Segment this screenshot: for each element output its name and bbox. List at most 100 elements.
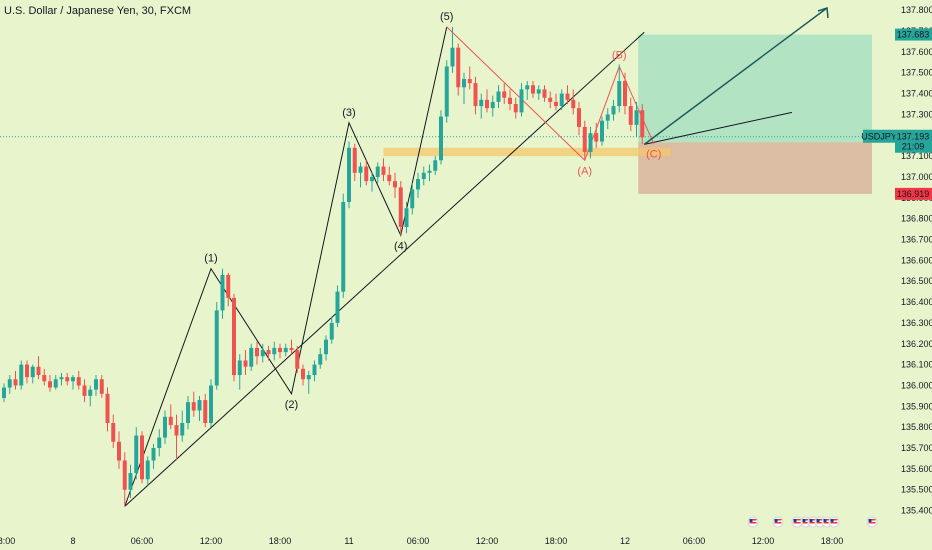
price-tick-label: 137.000 — [901, 172, 932, 182]
candle-body — [433, 160, 438, 171]
time-tick-label: 18:00 — [821, 536, 844, 546]
candle — [36, 356, 41, 380]
candle — [347, 141, 351, 209]
candle — [605, 108, 610, 130]
candle-body — [479, 99, 484, 107]
candle — [617, 64, 622, 113]
candle — [220, 268, 225, 319]
candle-body — [531, 85, 535, 94]
candle — [214, 302, 219, 390]
candle-body — [111, 423, 116, 442]
candle — [577, 101, 581, 136]
candle — [13, 370, 18, 390]
price-badge-text: 137.193 — [897, 132, 930, 142]
us-flag-icon[interactable] — [747, 516, 759, 528]
symbol-badge — [863, 129, 895, 143]
candle-body — [421, 172, 426, 180]
candle-body — [163, 416, 167, 438]
candle-body — [2, 387, 6, 398]
price-tick-label: 135.600 — [901, 464, 932, 474]
candle — [628, 97, 633, 132]
candle — [163, 410, 167, 444]
us-flag-icon[interactable] — [866, 516, 878, 528]
flag-stripe — [793, 519, 801, 521]
flag-canton — [830, 519, 834, 522]
time-tick-label: 12:00 — [200, 536, 223, 546]
candle — [278, 343, 282, 359]
time-tick-label: 12 — [620, 536, 630, 546]
wave-label: (3) — [342, 107, 355, 119]
candle — [467, 66, 472, 90]
candle-body — [341, 201, 346, 292]
candle-body — [473, 83, 478, 107]
flag-stripe — [868, 519, 876, 521]
candle — [301, 364, 305, 386]
time-tick-label: 18:00 — [0, 536, 15, 546]
price-tick-label: 135.700 — [901, 443, 932, 453]
price-tick-label: 135.900 — [901, 401, 932, 411]
candle-body — [289, 347, 294, 351]
trendline-extension — [644, 111, 793, 145]
candle — [71, 375, 75, 390]
candle-body — [462, 78, 466, 88]
candle — [364, 160, 369, 186]
candle — [600, 116, 604, 146]
candle — [508, 89, 512, 111]
candle-body — [548, 97, 553, 102]
candle — [99, 375, 104, 398]
candle — [53, 375, 58, 390]
us-flag-icon[interactable] — [791, 516, 803, 528]
candle — [387, 166, 392, 186]
candle-body — [605, 114, 610, 121]
candles — [2, 26, 645, 507]
price-badge — [895, 129, 932, 153]
candle-body — [65, 377, 70, 382]
wave-label: (C) — [646, 149, 661, 161]
candle-body — [513, 103, 518, 113]
candle — [249, 343, 254, 371]
candle — [536, 85, 541, 100]
candle — [433, 156, 438, 175]
us-flag-icon[interactable] — [772, 516, 784, 528]
candle — [490, 95, 495, 117]
candle-body — [485, 99, 489, 109]
price-tick-label: 136.400 — [901, 297, 932, 307]
price-tick-label: 136.100 — [901, 360, 932, 370]
economic-calendar-icons[interactable] — [747, 516, 878, 528]
flag-canton — [809, 519, 813, 522]
candle-body — [381, 166, 386, 175]
candle — [335, 285, 340, 328]
candle — [203, 393, 208, 428]
us-flag-icon[interactable] — [828, 516, 840, 528]
flag-stripe — [809, 522, 817, 524]
candle-body — [48, 381, 52, 388]
candle — [42, 368, 47, 386]
candle-body — [536, 89, 541, 94]
candle-body — [145, 460, 150, 480]
candle — [283, 343, 288, 357]
candle — [82, 379, 87, 403]
time-axis[interactable]: 18:00 8 06:00 12:00 18:00 11 06:00 12:00 18:00 12… — [0, 536, 843, 546]
candle-body — [151, 448, 156, 461]
target-badge — [895, 28, 932, 41]
candle — [2, 383, 6, 403]
candle — [416, 172, 420, 198]
candle — [88, 385, 93, 407]
candle — [122, 452, 127, 507]
candle-body — [628, 106, 633, 125]
candle — [180, 410, 185, 442]
candle — [640, 103, 645, 144]
candle — [140, 431, 144, 484]
candle-body — [214, 310, 219, 386]
candle — [623, 72, 627, 115]
candle-body — [588, 133, 593, 152]
candle — [151, 443, 156, 469]
candle — [134, 427, 139, 480]
candle — [105, 387, 110, 432]
chart-title: U.S. Dollar / Japanese Yen, 30, FXCM — [4, 5, 191, 17]
candle-body — [203, 400, 208, 424]
price-tick-label: 136.800 — [901, 214, 932, 224]
candle-body — [226, 274, 231, 298]
